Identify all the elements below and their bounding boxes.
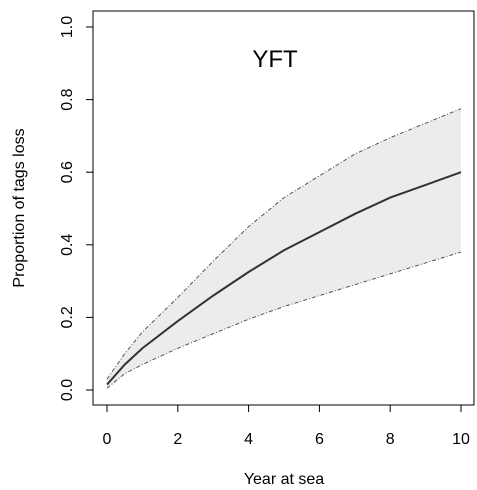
chart-title: YFT xyxy=(252,46,298,73)
x-axis: 0 2 4 6 8 10 xyxy=(103,404,470,448)
x-tick-label: 4 xyxy=(244,431,253,448)
y-axis-title: Proportion of tags loss xyxy=(11,128,28,287)
y-tick-label: 1.0 xyxy=(59,16,76,38)
x-tick-label: 8 xyxy=(386,431,395,448)
upper-bound-line xyxy=(106,108,462,380)
y-axis: 0.0 0.2 0.4 0.6 0.8 1.0 xyxy=(59,16,94,401)
x-axis-title: Year at sea xyxy=(244,471,324,488)
y-tick-label: 0.2 xyxy=(59,306,76,328)
y-tick-label: 0.4 xyxy=(59,234,76,256)
y-tick-label: 0.6 xyxy=(59,161,76,183)
chart-marks xyxy=(106,108,462,389)
estimate-line xyxy=(106,171,462,386)
lower-bound-line xyxy=(106,251,462,389)
confidence-band xyxy=(107,108,461,389)
y-tick-label: 0.8 xyxy=(59,88,76,110)
y-tick-label: 0.0 xyxy=(59,379,76,401)
x-tick-label: 0 xyxy=(103,431,112,448)
x-tick-label: 6 xyxy=(315,431,324,448)
x-tick-label: 2 xyxy=(173,431,182,448)
x-tick-label: 10 xyxy=(452,431,470,448)
